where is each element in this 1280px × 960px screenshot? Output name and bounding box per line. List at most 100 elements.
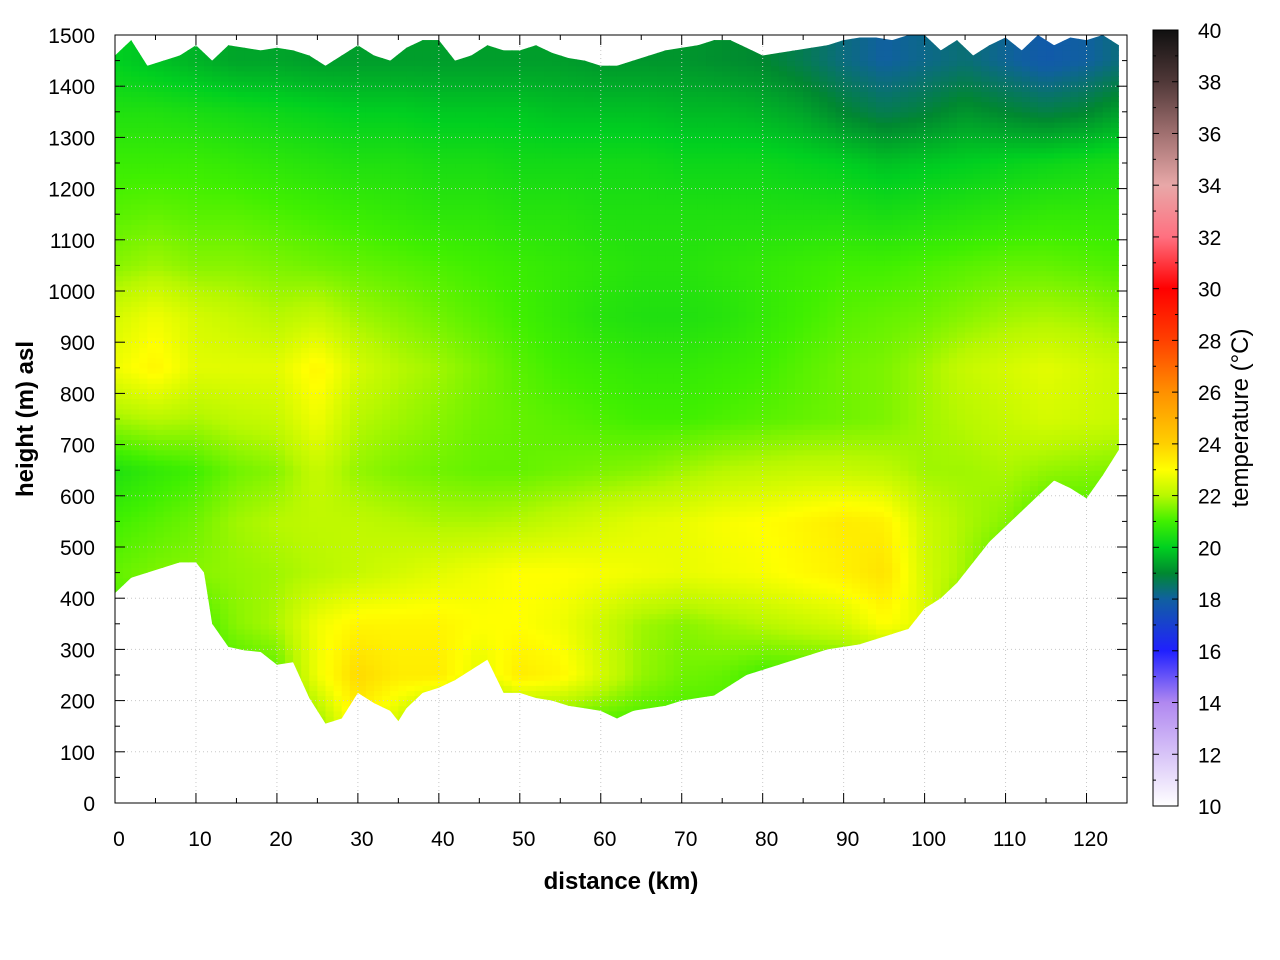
heatmap-cell — [317, 81, 327, 87]
heatmap-cell — [285, 183, 294, 190]
heatmap-cell — [382, 306, 391, 313]
heatmap-cell — [333, 203, 343, 210]
heatmap-cell — [115, 378, 124, 384]
heatmap-cell — [374, 326, 383, 333]
heatmap-cell — [220, 250, 229, 256]
heatmap-cell — [139, 454, 148, 461]
heatmap-cell — [349, 234, 359, 241]
heatmap-cell — [212, 147, 221, 154]
heatmap-cell — [268, 408, 278, 415]
heatmap-cell — [398, 403, 408, 410]
heatmap-cell — [139, 429, 148, 435]
heatmap-cell — [187, 541, 197, 548]
heatmap-cell — [390, 203, 399, 210]
heatmap-cell — [390, 280, 399, 287]
heatmap-cell — [390, 372, 399, 379]
heatmap-cell — [365, 398, 375, 405]
heatmap-cell — [212, 239, 221, 246]
heatmap-cell — [260, 255, 270, 261]
heatmap-cell — [131, 526, 140, 533]
heatmap-cell — [382, 157, 391, 164]
heatmap-cell — [333, 403, 343, 410]
heatmap-cell — [325, 628, 335, 635]
heatmap-cell — [285, 178, 294, 185]
heatmap-cell — [285, 593, 294, 599]
heatmap-cell — [398, 296, 408, 302]
heatmap-cell — [236, 577, 246, 584]
heatmap-cell — [171, 465, 181, 471]
heatmap-cell — [398, 603, 408, 610]
heatmap-cell — [195, 270, 205, 277]
heatmap-cell — [163, 357, 173, 364]
heatmap-cell — [163, 147, 173, 154]
heatmap-cell — [309, 695, 318, 702]
heatmap-cell — [276, 122, 286, 128]
heatmap-cell — [390, 500, 399, 507]
heatmap-cell — [220, 587, 229, 594]
heatmap-cell — [155, 413, 165, 420]
heatmap-cell — [268, 244, 278, 251]
heatmap-cell — [276, 306, 286, 313]
heatmap-cell — [260, 183, 270, 190]
heatmap-cell — [236, 557, 246, 563]
heatmap-cell — [382, 316, 391, 323]
heatmap-cell — [317, 331, 327, 338]
heatmap-cell — [260, 219, 270, 226]
heatmap-cell — [236, 541, 246, 548]
heatmap-cell — [139, 495, 148, 502]
heatmap-cell — [139, 521, 148, 528]
heatmap-cell — [163, 449, 173, 456]
heatmap-cell — [341, 70, 351, 77]
heatmap-cell — [374, 465, 383, 471]
heatmap-cell — [236, 618, 246, 625]
heatmap-cell — [252, 86, 262, 92]
heatmap-cell — [390, 250, 399, 256]
heatmap-cell — [212, 60, 221, 67]
heatmap-cell — [195, 465, 205, 471]
heatmap-cell — [131, 490, 140, 497]
heatmap-cell — [195, 372, 205, 379]
heatmap-cell — [293, 378, 302, 384]
heatmap-cell — [139, 398, 148, 405]
heatmap-cell — [276, 372, 286, 379]
heatmap-cell — [228, 383, 238, 389]
heatmap-cell — [398, 321, 408, 328]
heatmap-cell — [220, 367, 229, 374]
heatmap-cell — [260, 552, 270, 558]
heatmap-cell — [309, 70, 318, 77]
heatmap-cell — [228, 250, 238, 256]
heatmap-cell — [398, 618, 408, 625]
heatmap-cell — [333, 536, 343, 543]
heatmap-cell — [220, 618, 229, 625]
heatmap-cell — [374, 367, 383, 374]
heatmap-cell — [252, 70, 262, 77]
heatmap-cell — [123, 331, 132, 338]
heatmap-cell — [131, 459, 140, 466]
heatmap-cell — [341, 65, 351, 72]
heatmap-cell — [163, 454, 173, 461]
heatmap-cell — [228, 511, 238, 517]
heatmap-cell — [293, 60, 302, 67]
heatmap-cell — [333, 132, 343, 138]
heatmap-cell — [228, 634, 238, 640]
heatmap-cell — [204, 239, 213, 246]
heatmap-cell — [252, 250, 262, 256]
heatmap-cell — [131, 326, 140, 333]
heatmap-cell — [317, 173, 327, 179]
heatmap-cell — [341, 567, 351, 574]
heatmap-cell — [187, 183, 197, 190]
heatmap-cell — [341, 81, 351, 87]
heatmap-cell — [139, 280, 148, 287]
heatmap-cell — [317, 296, 327, 302]
heatmap-cell — [171, 291, 181, 297]
heatmap-cell — [244, 116, 254, 123]
heatmap-cell — [260, 106, 270, 113]
heatmap-cell — [179, 178, 189, 185]
heatmap-cell — [374, 86, 383, 92]
heatmap-cell — [268, 285, 278, 292]
heatmap-cell — [147, 485, 157, 492]
heatmap-cell — [155, 331, 165, 338]
heatmap-cell — [390, 582, 399, 589]
heatmap-cell — [325, 357, 335, 364]
heatmap-cell — [317, 424, 327, 430]
